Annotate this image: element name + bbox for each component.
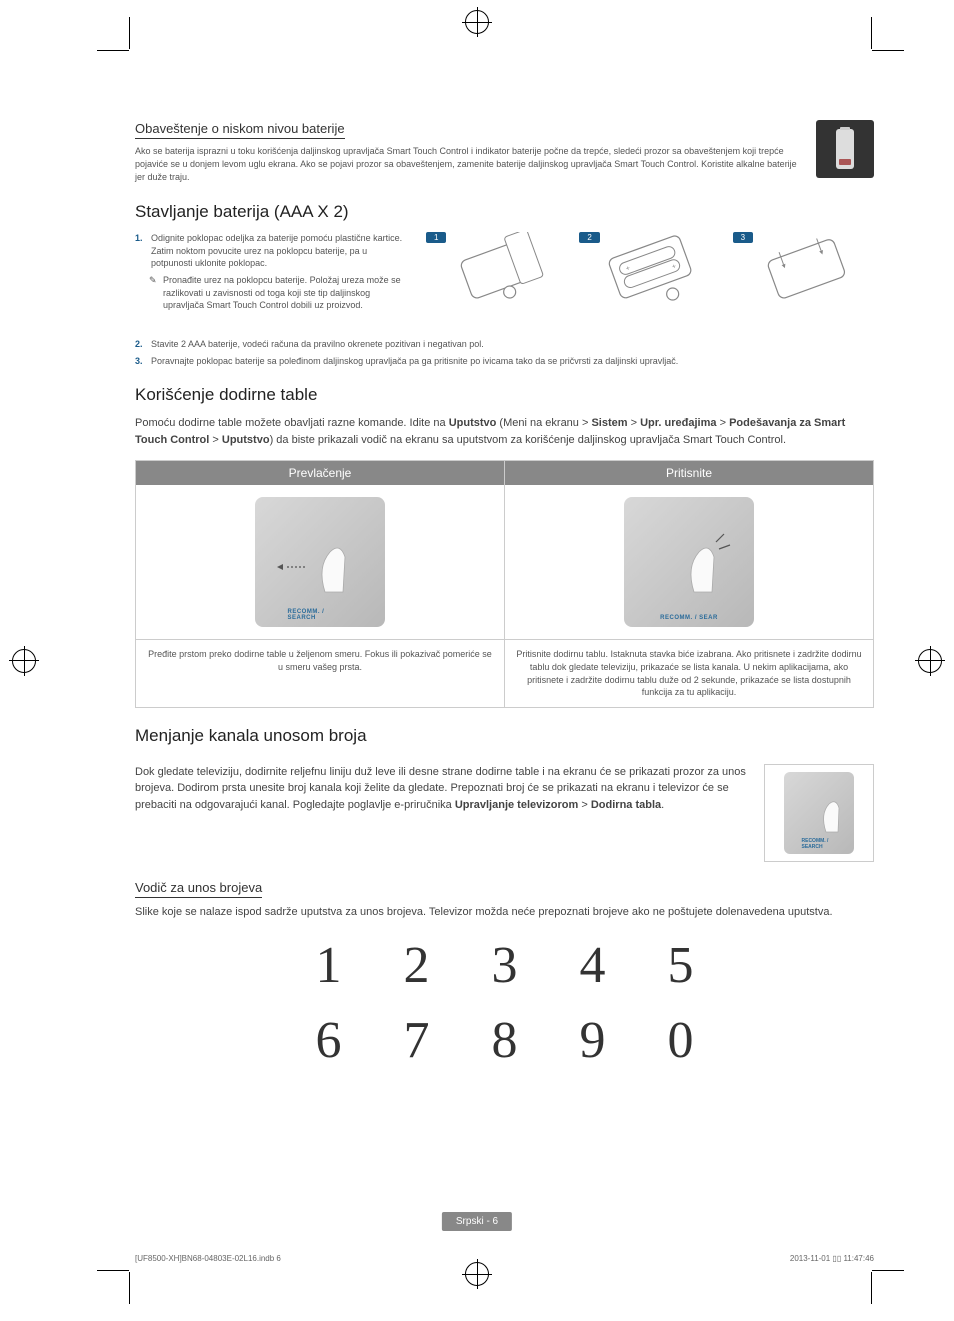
registration-mark-icon — [12, 649, 36, 673]
registration-mark-icon — [465, 10, 489, 34]
digit-guide-text: Slike koje se nalaze ispod sadrže uputst… — [135, 904, 874, 921]
crop-mark — [97, 1270, 129, 1271]
low-battery-text: Ako se baterija isprazni u toku korišćen… — [135, 145, 800, 184]
low-battery-title: Obaveštenje o niskom nivou baterije — [135, 121, 345, 139]
swipe-caption: Pređite prstom preko dodirne table u žel… — [136, 640, 504, 681]
digit-6: 6 — [305, 1011, 353, 1070]
digit-guide-row: 6 7 8 9 0 — [135, 1011, 874, 1070]
touchpad-table: Prevlačenje RECOMM. / SEARCH Pređite prs… — [135, 460, 874, 707]
channel-remote-graphic: RECOMM. / SEARCH — [764, 764, 874, 862]
digit-1: 1 — [305, 936, 353, 995]
digit-4: 4 — [569, 936, 617, 995]
digit-guide-row: 1 2 3 4 5 — [135, 936, 874, 995]
press-caption: Pritisnite dodirnu tablu. Istaknuta stav… — [505, 640, 873, 706]
svg-text:+: + — [671, 263, 677, 271]
svg-text:+: + — [625, 265, 631, 273]
digit-0: 0 — [657, 1011, 705, 1070]
touchpad-intro: Pomoću dodirne table možete obavljati ra… — [135, 415, 874, 448]
footer-filename: [UF8500-XH]BN68-04803E-02L16.indb 6 — [135, 1254, 281, 1263]
print-footer: [UF8500-XH]BN68-04803E-02L16.indb 6 2013… — [135, 1254, 874, 1263]
page-number: Srpski - 6 — [442, 1212, 512, 1231]
touchpad-title: Korišćenje dodirne table — [135, 385, 874, 405]
battery-diagram-3: 3 — [729, 232, 874, 332]
registration-mark-icon — [465, 1262, 489, 1286]
channel-number-title: Menjanje kanala unosom broja — [135, 726, 874, 746]
col-press-header: Pritisnite — [505, 461, 873, 485]
press-graphic: RECOMM. / SEAR — [505, 485, 873, 640]
step-1-note: ✎ Pronađite urez na poklopcu baterije. P… — [135, 274, 410, 312]
digit-5: 5 — [657, 936, 705, 995]
digit-7: 7 — [393, 1011, 441, 1070]
digit-9: 9 — [569, 1011, 617, 1070]
swipe-graphic: RECOMM. / SEARCH — [136, 485, 504, 640]
step-1: 1.Odignite poklopac odeljka za baterije … — [135, 232, 410, 270]
insert-batteries-title: Stavljanje baterija (AAA X 2) — [135, 202, 874, 222]
crop-mark — [871, 1272, 872, 1304]
digit-guide-title: Vodič za unos brojeva — [135, 880, 262, 898]
digit-3: 3 — [481, 936, 529, 995]
battery-diagram-2: 2 + + — [575, 232, 720, 332]
channel-number-text: Dok gledate televiziju, dodirnite reljef… — [135, 764, 748, 814]
step-3: 3.Poravnajte poklopac baterije sa poleđi… — [135, 355, 874, 368]
crop-mark — [871, 17, 872, 49]
digit-8: 8 — [481, 1011, 529, 1070]
crop-mark — [872, 50, 904, 51]
low-battery-graphic — [816, 120, 874, 178]
crop-mark — [129, 1272, 130, 1304]
col-swipe-header: Prevlačenje — [136, 461, 504, 485]
step-2: 2.Stavite 2 AAA baterije, vodeći računa … — [135, 338, 874, 351]
crop-mark — [129, 17, 130, 49]
footer-timestamp: 2013-11-01 ▯▯ 11:47:46 — [790, 1254, 874, 1263]
crop-mark — [97, 50, 129, 51]
note-icon: ✎ — [149, 274, 157, 287]
crop-mark — [872, 1270, 904, 1271]
digit-2: 2 — [393, 936, 441, 995]
registration-mark-icon — [918, 649, 942, 673]
battery-diagram-1: 1 — [422, 232, 567, 332]
